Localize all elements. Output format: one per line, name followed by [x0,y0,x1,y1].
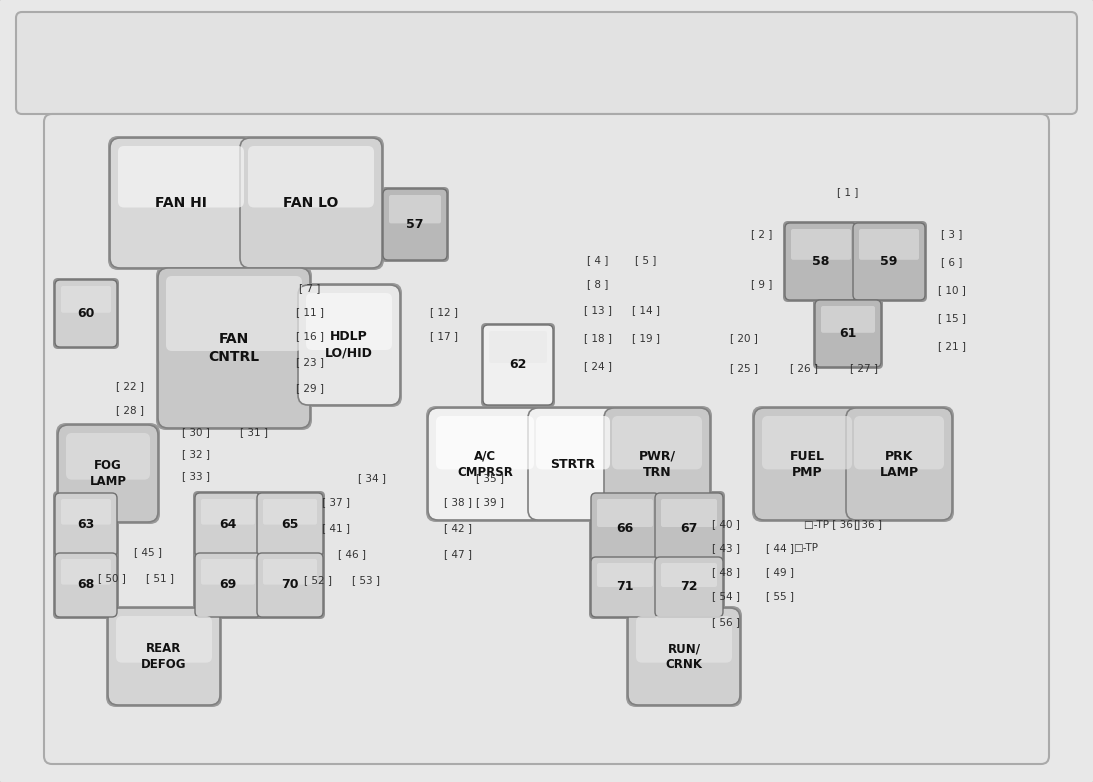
Text: [ 18 ]: [ 18 ] [584,333,612,343]
Text: □-TP [ 36 ]: □-TP [ 36 ] [803,519,860,529]
FancyBboxPatch shape [61,499,111,525]
Text: 66: 66 [616,522,634,535]
Text: [ 36 ]: [ 36 ] [854,519,882,529]
Text: [ 10 ]: [ 10 ] [938,285,966,295]
FancyBboxPatch shape [661,499,717,527]
FancyBboxPatch shape [597,499,653,527]
Text: STRTR: STRTR [551,457,596,471]
FancyBboxPatch shape [783,221,859,302]
Text: [ 21 ]: [ 21 ] [938,341,966,351]
Text: FAN HI: FAN HI [155,196,207,210]
Text: [ 23 ]: [ 23 ] [296,357,324,367]
FancyBboxPatch shape [156,266,312,430]
Text: [ 34 ]: [ 34 ] [359,473,386,483]
Text: [ 54 ]: [ 54 ] [712,591,740,601]
FancyBboxPatch shape [752,406,862,522]
FancyBboxPatch shape [201,559,255,585]
Text: [ 16 ]: [ 16 ] [296,331,324,341]
FancyBboxPatch shape [193,551,263,619]
FancyBboxPatch shape [628,608,740,705]
Text: 70: 70 [281,579,298,591]
FancyBboxPatch shape [255,551,325,619]
FancyBboxPatch shape [201,499,255,525]
FancyBboxPatch shape [844,406,954,522]
FancyBboxPatch shape [526,406,620,522]
Text: [ 37 ]: [ 37 ] [322,497,350,507]
FancyBboxPatch shape [483,325,553,405]
Text: [ 42 ]: [ 42 ] [444,523,472,533]
Text: [ 30 ]: [ 30 ] [183,427,210,437]
Text: [ 28 ]: [ 28 ] [116,405,144,415]
FancyBboxPatch shape [106,606,222,707]
FancyBboxPatch shape [851,221,927,302]
Text: 65: 65 [281,518,298,532]
Text: FUEL
PMP: FUEL PMP [789,450,824,479]
FancyBboxPatch shape [762,416,853,469]
FancyBboxPatch shape [754,408,860,520]
Text: [ 46 ]: [ 46 ] [338,549,366,559]
FancyBboxPatch shape [591,557,659,617]
Text: 63: 63 [78,518,95,532]
Text: [ 48 ]: [ 48 ] [712,567,740,577]
Text: HDLP
LO/HID: HDLP LO/HID [325,331,373,360]
Text: [ 13 ]: [ 13 ] [584,305,612,315]
FancyBboxPatch shape [602,406,712,522]
FancyBboxPatch shape [536,416,610,469]
Text: [ 12 ]: [ 12 ] [430,307,458,317]
FancyBboxPatch shape [426,406,544,522]
Text: [ 14 ]: [ 14 ] [632,305,660,315]
Text: [ 52 ]: [ 52 ] [304,575,332,585]
FancyBboxPatch shape [815,300,881,367]
Text: [ 9 ]: [ 9 ] [751,279,773,289]
FancyBboxPatch shape [653,555,725,619]
Text: 60: 60 [78,307,95,320]
Text: [ 53 ]: [ 53 ] [352,575,380,585]
Text: 61: 61 [839,327,857,340]
FancyBboxPatch shape [859,229,919,260]
FancyBboxPatch shape [846,408,952,520]
Text: [ 11 ]: [ 11 ] [296,307,324,317]
FancyBboxPatch shape [116,616,212,662]
FancyBboxPatch shape [436,416,534,469]
FancyBboxPatch shape [257,553,324,617]
Text: PWR/
TRN: PWR/ TRN [638,450,675,479]
Text: [ 5 ]: [ 5 ] [635,255,657,265]
Text: [ 51 ]: [ 51 ] [146,573,174,583]
Text: 69: 69 [220,579,236,591]
FancyBboxPatch shape [298,285,400,405]
FancyBboxPatch shape [428,408,542,520]
Text: □-TP: □-TP [794,543,819,553]
FancyBboxPatch shape [55,280,117,347]
Text: [ 7 ]: [ 7 ] [299,283,320,293]
Text: [ 35 ]: [ 35 ] [475,473,504,483]
FancyBboxPatch shape [589,491,661,565]
FancyBboxPatch shape [854,416,944,469]
Text: [ 44 ]: [ 44 ] [766,543,794,553]
Text: [ 6 ]: [ 6 ] [941,257,963,267]
FancyBboxPatch shape [528,408,618,520]
FancyBboxPatch shape [55,493,117,557]
FancyBboxPatch shape [166,276,302,351]
FancyBboxPatch shape [44,114,1049,764]
FancyBboxPatch shape [55,553,117,617]
Text: 68: 68 [78,579,95,591]
Text: [ 3 ]: [ 3 ] [941,229,963,239]
FancyBboxPatch shape [16,12,1077,114]
FancyBboxPatch shape [636,616,732,662]
Text: 72: 72 [680,580,697,594]
FancyBboxPatch shape [257,493,324,557]
FancyBboxPatch shape [108,136,254,270]
FancyBboxPatch shape [653,491,725,565]
FancyBboxPatch shape [58,425,158,522]
FancyBboxPatch shape [263,559,317,585]
FancyBboxPatch shape [489,331,546,363]
FancyBboxPatch shape [589,555,661,619]
Text: [ 39 ]: [ 39 ] [475,497,504,507]
Text: FAN
CNTRL: FAN CNTRL [209,332,259,364]
Text: [ 50 ]: [ 50 ] [98,573,126,583]
Text: [ 29 ]: [ 29 ] [296,383,324,393]
FancyBboxPatch shape [61,286,111,313]
FancyBboxPatch shape [158,268,310,428]
Text: [ 4 ]: [ 4 ] [587,255,609,265]
